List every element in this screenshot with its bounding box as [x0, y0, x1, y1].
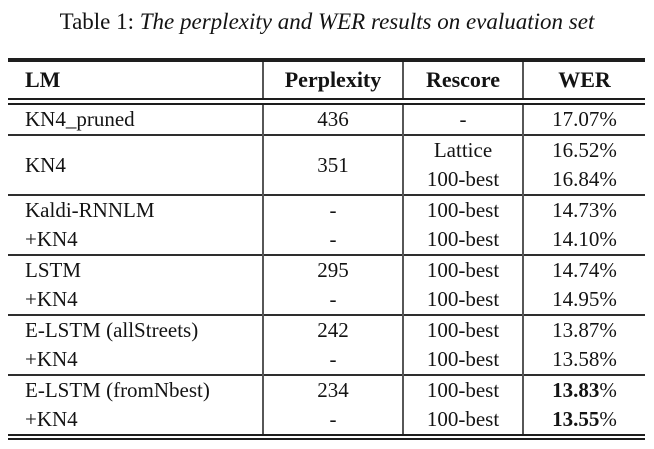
wer-cell: 14.95%	[522, 285, 645, 315]
perplexity-cell: 242	[262, 314, 403, 345]
rescore-cell: 100-best	[402, 285, 523, 315]
lm-cell: E-LSTM (allStreets)	[8, 314, 263, 345]
perplexity-cell: -	[262, 345, 403, 375]
wer-cell: 13.58%	[522, 345, 645, 375]
table-row: Kaldi-RNNLM - 100-best 14.73%	[8, 194, 645, 225]
wer-cell: 16.52%	[522, 134, 645, 165]
wer-unit: %	[599, 318, 617, 343]
rescore-cell: Lattice	[402, 134, 523, 165]
wer-unit: %	[599, 167, 617, 192]
lm-cell: +KN4	[25, 227, 78, 252]
table-row: 100-best 16.84%	[8, 165, 645, 195]
rescore-cell: 100-best	[402, 405, 523, 437]
perplexity-cell: -	[262, 285, 403, 315]
lm-cell: KN4	[8, 134, 263, 195]
perplexity-cell: 436	[262, 101, 403, 135]
lm-cell: +KN4	[25, 287, 78, 312]
lm-cell: +KN4	[25, 407, 78, 432]
caption-label: Table 1:	[59, 9, 135, 34]
wer-value: 16.84	[552, 167, 600, 192]
lm-cell: KN4_pruned	[25, 107, 135, 132]
caption-title: The perplexity and WER results on evalua…	[139, 9, 595, 34]
rescore-cell: 100-best	[402, 345, 523, 375]
rescore-cell: 100-best	[402, 194, 523, 225]
wer-unit: %	[599, 287, 617, 312]
wer-unit: %	[599, 378, 617, 403]
results-table: LM Perplexity Rescore WER KN4_pruned 436…	[8, 58, 645, 440]
wer-value: 17.07	[552, 107, 600, 132]
wer-value: 13.83	[552, 378, 600, 403]
rescore-cell: 100-best	[402, 314, 523, 345]
wer-cell: 13.87%	[522, 314, 645, 345]
rescore-cell: 100-best	[402, 254, 523, 285]
table-row: KN4_pruned 436 - 17.07%	[8, 101, 645, 135]
lm-cell: Kaldi-RNNLM	[8, 194, 263, 225]
lm-cell: E-LSTM (fromNbest)	[8, 374, 263, 405]
wer-value: 13.58	[552, 347, 600, 372]
perplexity-cell: -	[262, 225, 403, 255]
perplexity-cell: -	[262, 194, 403, 225]
wer-unit: %	[599, 138, 617, 163]
table-row: E-LSTM (allStreets) 242 100-best 13.87%	[8, 314, 645, 345]
col-header-lm: LM	[8, 60, 263, 105]
wer-cell: 17.07%	[522, 101, 645, 135]
col-header-wer: WER	[522, 60, 645, 105]
wer-cell: 16.84%	[522, 165, 645, 195]
table-row: LSTM 295 100-best 14.74%	[8, 254, 645, 285]
col-header-rescore: Rescore	[402, 60, 523, 105]
col-header-perplexity: Perplexity	[262, 60, 403, 105]
wer-cell: 14.74%	[522, 254, 645, 285]
perplexity-cell: 351	[262, 134, 403, 195]
table-row: +KN4 - 100-best 14.10%	[8, 225, 645, 255]
rescore-cell: 100-best	[402, 165, 523, 195]
table-row: KN4 351 Lattice 16.52%	[8, 134, 645, 195]
wer-unit: %	[599, 198, 617, 223]
rescore-cell: 100-best	[402, 374, 523, 405]
wer-value: 13.87	[552, 318, 600, 343]
wer-value: 13.55	[552, 407, 600, 432]
wer-cell: 13.83%	[522, 374, 645, 405]
rescore-cell: 100-best	[402, 225, 523, 255]
perplexity-cell: 295	[262, 254, 403, 285]
wer-cell: 13.55%	[522, 405, 645, 437]
wer-value: 14.10	[552, 227, 600, 252]
wer-cell: 14.73%	[522, 194, 645, 225]
table-row: +KN4 - 100-best 13.55%	[8, 405, 645, 437]
wer-unit: %	[599, 227, 617, 252]
wer-value: 16.52	[552, 138, 600, 163]
table-row: +KN4 - 100-best 13.58%	[8, 345, 645, 375]
table-caption: Table 1: The perplexity and WER results …	[0, 0, 654, 37]
wer-cell: 14.10%	[522, 225, 645, 255]
table-row: +KN4 - 100-best 14.95%	[8, 285, 645, 315]
wer-value: 14.73	[552, 198, 600, 223]
perplexity-cell: -	[262, 405, 403, 437]
wer-unit: %	[599, 258, 617, 283]
header-row: LM Perplexity Rescore WER	[8, 60, 645, 105]
wer-value: 14.74	[552, 258, 600, 283]
perplexity-cell: 234	[262, 374, 403, 405]
wer-unit: %	[599, 407, 617, 432]
lm-cell: +KN4	[25, 347, 78, 372]
rescore-cell: -	[402, 101, 523, 135]
wer-unit: %	[599, 107, 617, 132]
lm-cell: LSTM	[8, 254, 263, 285]
wer-value: 14.95	[552, 287, 600, 312]
wer-unit: %	[599, 347, 617, 372]
table-row: E-LSTM (fromNbest) 234 100-best 13.83%	[8, 374, 645, 405]
